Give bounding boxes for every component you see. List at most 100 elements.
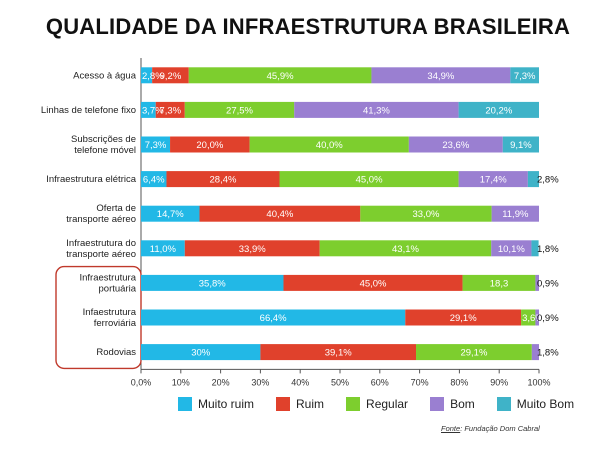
category-label: Oferta de (96, 203, 136, 214)
bar-segment (141, 171, 167, 188)
bar-segment (360, 205, 492, 222)
bar-segment (141, 309, 406, 326)
bar-segment (531, 344, 539, 361)
bar-segment (283, 274, 463, 291)
legend-swatch (178, 397, 192, 411)
bar-segment (260, 344, 417, 361)
legend-swatch (346, 397, 361, 411)
bar-segment (502, 136, 539, 153)
bar-segment (535, 274, 539, 291)
category-label: Rodovias (96, 347, 136, 358)
bar-segment (166, 171, 280, 188)
bar-segment (491, 240, 532, 257)
data-label: 29,1% (460, 348, 487, 359)
data-label: 27,5% (226, 105, 253, 116)
page-title: QUALIDADE DA INFRAESTRUTURA BRASILEIRA (45, 14, 571, 39)
x-tick-label: 10% (172, 377, 190, 387)
category-label: Infraestrutura (80, 272, 137, 283)
data-label: 41,3% (363, 105, 390, 116)
bar-segment (458, 171, 528, 188)
data-label: 33,9% (239, 244, 266, 255)
data-label: 14,7% (157, 209, 184, 220)
data-label: 28,4% (210, 175, 237, 186)
x-tick-label: 60% (371, 377, 389, 387)
data-label: 66,4% (260, 313, 287, 324)
bar-segment (188, 67, 372, 84)
data-label: 11,0% (150, 244, 177, 255)
data-label: 9,2% (160, 71, 182, 82)
data-label: 33,0% (412, 209, 439, 220)
data-label: 45,0% (360, 278, 387, 289)
data-label: 7,3% (159, 105, 181, 116)
data-label: 10,1% (498, 244, 525, 255)
legend-label: Ruim (296, 397, 325, 411)
bar-segment (199, 205, 361, 222)
bar-segment (141, 67, 153, 84)
bar-segment (531, 240, 539, 257)
bar-segment (141, 205, 200, 222)
x-tick-label: 70% (411, 377, 429, 387)
data-label: 23,6% (442, 140, 469, 151)
data-label: 7,3% (145, 140, 167, 151)
legend-item: Regular (346, 397, 408, 411)
legend-swatch (276, 397, 291, 411)
legend-label: Bom (450, 397, 475, 411)
category-label: Acesso à água (73, 70, 137, 81)
bar-segment (184, 240, 320, 257)
category-label: Linhas de telefone fixo (41, 105, 136, 116)
data-label: 40,0% (316, 140, 343, 151)
data-label: 39,1% (325, 348, 352, 359)
legend-swatch (430, 397, 445, 411)
bar-segment (141, 136, 171, 153)
bar-segment (155, 101, 185, 118)
x-tick-label: 100% (527, 377, 550, 387)
data-label: 18,3 (490, 278, 509, 289)
bar-segment (408, 136, 503, 153)
source-text: : Fundação Dom Cabral (460, 424, 540, 433)
bar-segment (249, 136, 409, 153)
x-tick-label: 90% (490, 377, 508, 387)
legend-item: Muito ruim (178, 397, 254, 411)
bar-segment (535, 309, 539, 326)
source-label: Fonte (441, 424, 461, 433)
category-label: transporte aéreo (66, 249, 136, 260)
bar-segment (458, 101, 539, 118)
bar-segment (141, 101, 156, 118)
bar-segment (371, 67, 511, 84)
legend: Muito ruim Ruim Regular Bom Muito Bom (178, 397, 596, 411)
legend-item: Bom (430, 397, 475, 411)
bar-segment (141, 240, 185, 257)
category-label: Infraestrutura elétrica (46, 174, 136, 185)
category-label: portuária (99, 283, 137, 294)
bar-segment (405, 309, 522, 326)
legend-label: Regular (366, 397, 409, 411)
data-label: 34,9% (427, 71, 454, 82)
source-note: Fonte: Fundação Dom Cabral (441, 424, 540, 433)
x-tick-label: 0,0% (131, 377, 152, 387)
category-label: Infaestrutura (83, 307, 137, 318)
data-label: 7,3% (514, 71, 536, 82)
data-label: 20,2% (485, 105, 512, 116)
legend-swatch (496, 397, 511, 411)
bar-segment (319, 240, 492, 257)
data-label: 3,7% (142, 105, 164, 116)
bar-segment (170, 136, 250, 153)
data-label: 45,0% (356, 175, 383, 186)
x-tick-label: 30% (251, 377, 269, 387)
bar-segment (491, 205, 539, 222)
bar-segment (416, 344, 532, 361)
bar-segment (527, 171, 539, 188)
data-label: 6,4% (143, 175, 165, 186)
data-label: 30% (191, 348, 211, 359)
data-label: 0,9% (537, 313, 559, 324)
legend-item: Ruim (276, 397, 324, 411)
bar-segment (294, 101, 459, 118)
data-label: 2,8% (142, 71, 164, 82)
data-label: 43,1% (392, 244, 419, 255)
data-label: 29,1% (450, 313, 477, 324)
bar-segment (462, 274, 536, 291)
legend-label: Muito Bom (516, 397, 575, 411)
bar-segment (152, 67, 189, 84)
legend-label: Muito ruim (198, 397, 255, 411)
data-label: 1,8% (537, 244, 559, 255)
